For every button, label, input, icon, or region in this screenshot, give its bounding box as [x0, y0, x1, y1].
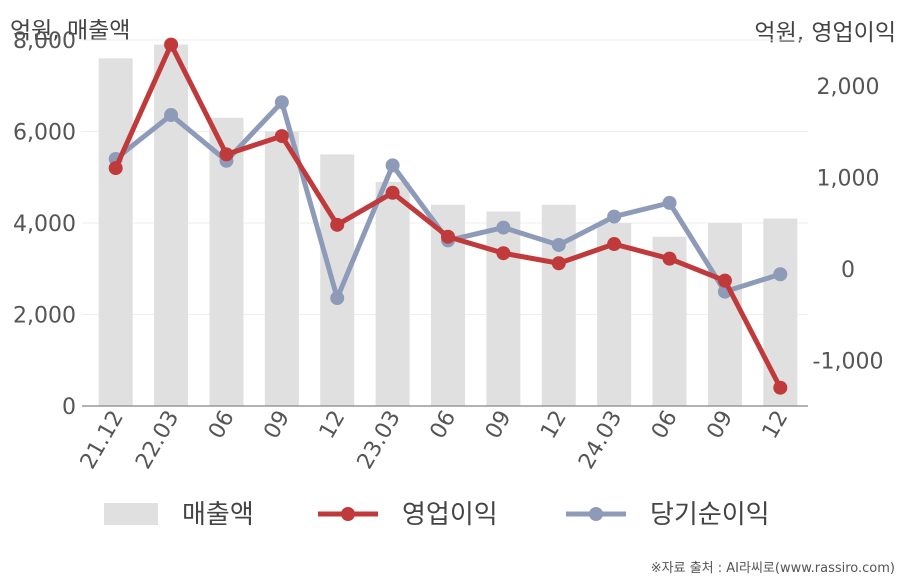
net-income-point: [274, 95, 289, 110]
legend: 매출액 영업이익 당기순이익: [104, 500, 770, 530]
net-income-point: [496, 220, 511, 235]
right-tick-label: 2,000: [817, 75, 880, 100]
revenue-bar: [264, 131, 299, 406]
left-tick-label: 6,000: [13, 121, 76, 146]
x-tick-label: 06: [647, 407, 683, 444]
right-axis-ticks: -1,000 0 1,000 2,000: [813, 75, 884, 375]
left-tick-label: 2,000: [13, 304, 76, 329]
revenue-bar: [375, 181, 410, 406]
x-tick-label: 21.12: [76, 407, 129, 474]
operating-profit-point: [108, 161, 123, 176]
operating-profit-point: [274, 129, 289, 144]
operating-profit-point: [385, 185, 400, 200]
x-axis-ticks: 21.12 22.03 06 09 12 23.03 06 09 12 24.03 06 09 12: [76, 407, 794, 474]
operating-profit-point: [441, 229, 455, 244]
right-tick-label: 0: [841, 258, 855, 283]
legend-swatch-revenue: [104, 503, 158, 525]
revenue-bar: [154, 44, 189, 406]
x-tick-label: 23.03: [353, 407, 406, 474]
line-series: [108, 37, 788, 395]
right-tick-label: -1,000: [813, 349, 884, 374]
net-income-point: [662, 195, 677, 210]
net-income-point: [607, 209, 622, 224]
operating-profit-point: [717, 273, 732, 288]
operating-profit-point: [662, 251, 677, 266]
revenue-bar: [98, 58, 133, 407]
net-income-point: [330, 291, 345, 306]
net-income-point: [551, 237, 566, 252]
revenue-bar: [320, 154, 355, 406]
net-income-point: [773, 267, 788, 282]
operating-profit-point: [219, 147, 234, 162]
legend-label-net-income: 당기순이익: [650, 500, 770, 530]
operating-profit-point: [551, 256, 566, 271]
x-tick-label: 24.03: [574, 407, 627, 474]
x-tick-label: 22.03: [131, 407, 184, 474]
revenue-bar: [486, 211, 521, 406]
x-tick-label: 06: [426, 407, 462, 444]
legend-label-operating-profit: 영업이익: [402, 500, 498, 530]
x-tick-label: 12: [536, 407, 572, 444]
net-income-point: [385, 158, 400, 173]
x-tick-label: 06: [204, 407, 240, 444]
operating-profit-point: [496, 246, 511, 261]
legend-marker-operating-profit: [341, 507, 355, 521]
source-note: ※자료 출처 : AI라씨로(www.rassiro.com): [651, 561, 895, 576]
operating-profit-point: [164, 37, 179, 52]
right-axis-unit-label: 억원, 영업이익: [754, 20, 896, 46]
right-tick-label: 1,000: [817, 166, 880, 191]
operating-profit-point: [330, 217, 345, 232]
left-axis-ticks: 0 2,000 4,000 6,000 8,000: [13, 29, 76, 420]
legend-label-revenue: 매출액: [182, 500, 254, 530]
revenue-bars: [98, 44, 798, 407]
x-tick-label: 12: [758, 407, 794, 444]
net-income-point: [164, 108, 179, 123]
legend-marker-net-income: [589, 507, 603, 521]
x-tick-label: 09: [259, 407, 295, 444]
revenue-bar: [597, 223, 632, 406]
revenue-bar: [541, 204, 576, 406]
operating-profit-point: [607, 237, 622, 252]
x-tick-label: 12: [315, 407, 351, 444]
revenue-bar: [763, 218, 798, 406]
left-tick-label: 0: [62, 395, 76, 420]
revenue-bar: [707, 223, 742, 406]
x-tick-label: 09: [702, 407, 738, 444]
left-tick-label: 4,000: [13, 212, 76, 237]
operating-profit-point: [773, 380, 788, 395]
left-tick-label: 8,000: [13, 29, 76, 54]
x-tick-label: 09: [481, 407, 517, 444]
